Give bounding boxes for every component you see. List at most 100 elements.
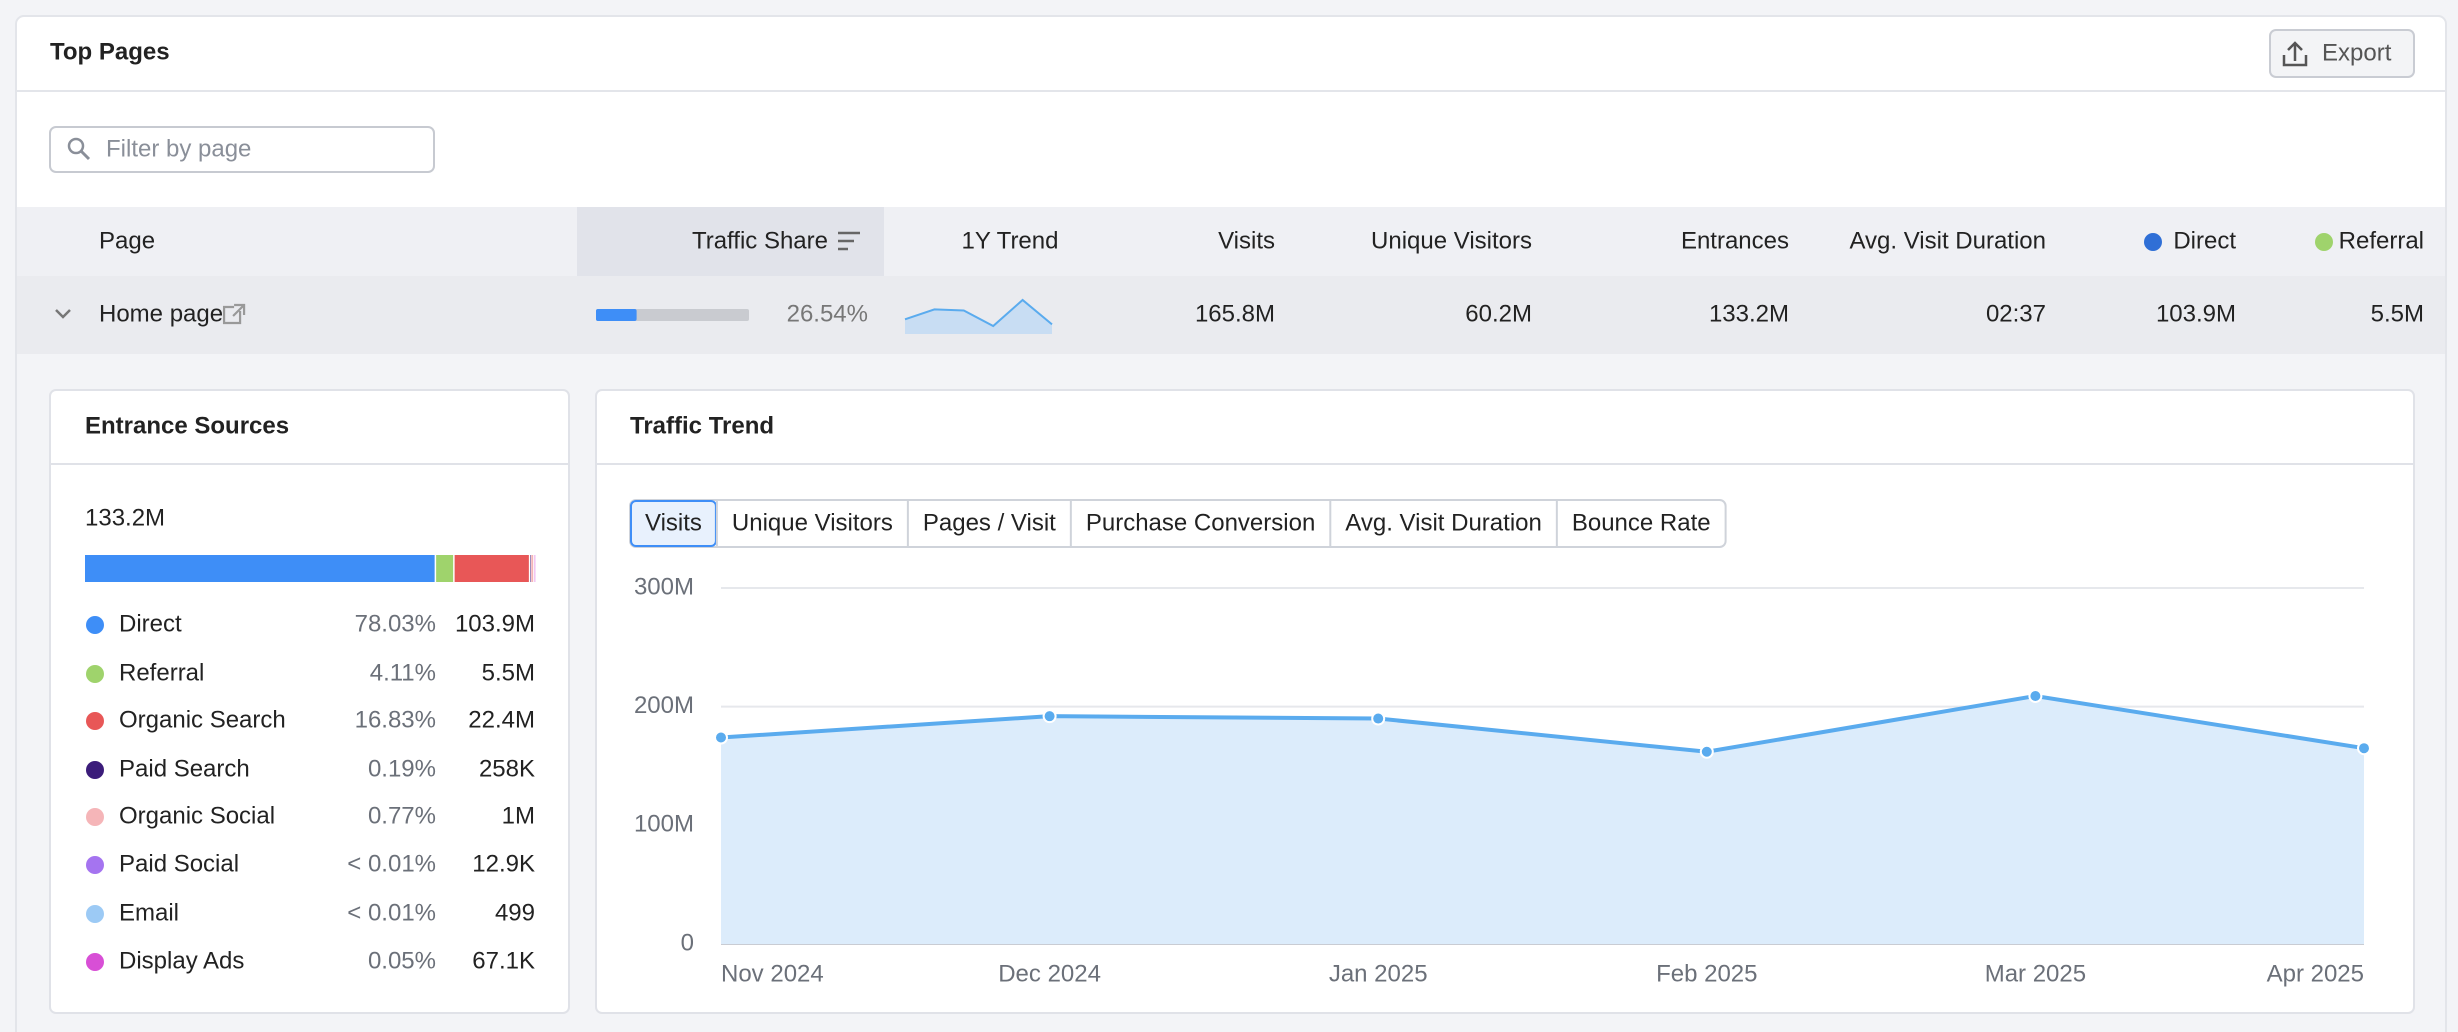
- tab-label[interactable]: Purchase Conversion: [1086, 509, 1315, 536]
- source-share: 16.83%: [355, 706, 436, 733]
- tab-label[interactable]: Unique Visitors: [732, 509, 893, 536]
- source-share: 78.03%: [355, 610, 436, 637]
- source-name: Display Ads: [119, 947, 244, 974]
- card-title: Traffic Trend: [630, 412, 774, 439]
- column-header[interactable]: Entrances: [1681, 227, 1789, 254]
- sorted-column-header: [577, 207, 884, 276]
- column-header[interactable]: Avg. Visit Duration: [1849, 227, 2046, 254]
- source-segment: [530, 555, 531, 582]
- source-value: 67.1K: [472, 947, 535, 974]
- x-tick-label: Jan 2025: [1329, 960, 1428, 987]
- source-dot: [86, 712, 104, 730]
- column-header[interactable]: Visits: [1218, 227, 1275, 254]
- column-header[interactable]: Traffic Share: [692, 227, 828, 254]
- point[interactable]: [2357, 741, 2371, 756]
- source-name: Paid Social: [119, 850, 239, 877]
- x-tick-label: Nov 2024: [721, 960, 824, 987]
- source-value: 22.4M: [468, 706, 535, 733]
- share-bar: [596, 309, 637, 321]
- source-share: < 0.01%: [347, 850, 436, 877]
- page-title: Top Pages: [50, 38, 170, 65]
- column-header[interactable]: Direct: [2173, 227, 2236, 254]
- y-tick-label: 100M: [634, 811, 694, 838]
- tab-label[interactable]: Pages / Visit: [923, 509, 1056, 536]
- filter-placeholder[interactable]: Filter by page: [106, 135, 251, 162]
- source-value: 5.5M: [482, 659, 535, 686]
- export-button[interactable]: Export: [2269, 29, 2415, 78]
- area: [721, 695, 2364, 944]
- source-share: 0.19%: [368, 755, 436, 782]
- tab-label[interactable]: Visits: [645, 509, 702, 536]
- column-header[interactable]: Unique Visitors: [1371, 227, 1532, 254]
- column-header[interactable]: Referral: [2339, 227, 2424, 254]
- source-name: Organic Social: [119, 802, 275, 829]
- entrance-card: [49, 389, 570, 1014]
- export-icon: [2282, 41, 2308, 67]
- sparkline-area: [905, 300, 1052, 334]
- source-dot: [86, 665, 104, 683]
- source-name: Organic Search: [119, 706, 286, 733]
- x-tick-label: Apr 2025: [2267, 960, 2364, 987]
- column-header[interactable]: Page: [99, 227, 155, 254]
- source-dot: [86, 761, 104, 779]
- source-name: Email: [119, 899, 179, 926]
- y-tick-label: 300M: [634, 573, 694, 600]
- cell-value: 103.9M: [2156, 300, 2236, 327]
- source-segment: [85, 555, 435, 582]
- tab-label[interactable]: Avg. Visit Duration: [1345, 509, 1542, 536]
- tab-label[interactable]: Bounce Rate: [1572, 509, 1711, 536]
- source-value: 258K: [479, 755, 535, 782]
- source-share: 0.05%: [368, 947, 436, 974]
- filter-input[interactable]: Filter by page: [49, 126, 435, 173]
- source-segment: [531, 555, 534, 582]
- source-name: Direct: [119, 610, 182, 637]
- page-name[interactable]: Home page: [99, 300, 223, 327]
- cell-value: 60.2M: [1465, 300, 1532, 327]
- source-dot: [86, 616, 104, 634]
- source-dot: [86, 808, 104, 826]
- x-tick-label: Mar 2025: [1985, 960, 2086, 987]
- point[interactable]: [1371, 711, 1386, 726]
- point[interactable]: [714, 730, 728, 745]
- table-header: [17, 207, 2445, 276]
- expand-chevron[interactable]: [55, 309, 71, 319]
- cell-value: 165.8M: [1195, 300, 1275, 327]
- source-segment: [454, 555, 529, 582]
- source-dot: [86, 953, 104, 971]
- source-name: Paid Search: [119, 755, 250, 782]
- x-tick-label: Feb 2025: [1656, 960, 1757, 987]
- card-title: Entrance Sources: [85, 412, 289, 439]
- y-tick-label: 200M: [634, 692, 694, 719]
- point[interactable]: [1699, 744, 1714, 759]
- legend-dot: [2315, 233, 2333, 251]
- source-share: < 0.01%: [347, 899, 436, 926]
- cell-value: 5.5M: [2371, 300, 2424, 327]
- source-name: Referral: [119, 659, 204, 686]
- sparkline: [904, 298, 1053, 328]
- legend-dot: [2144, 233, 2162, 251]
- column-header[interactable]: 1Y Trend: [962, 227, 1059, 254]
- sort-icon[interactable]: [838, 231, 860, 251]
- source-segment: [534, 555, 536, 582]
- search-icon: [67, 137, 85, 155]
- filter-box[interactable]: [49, 126, 435, 173]
- source-segment: [436, 555, 454, 582]
- x-tick-label: Dec 2024: [998, 960, 1101, 987]
- source-dot: [86, 856, 104, 874]
- entrance-total: 133.2M: [85, 504, 165, 531]
- export-label[interactable]: Export: [2322, 39, 2392, 66]
- source-value: 103.9M: [455, 610, 535, 637]
- source-value: 1M: [502, 802, 535, 829]
- point[interactable]: [2028, 688, 2043, 703]
- external-link-icon[interactable]: [222, 303, 246, 325]
- share-label: 26.54%: [787, 300, 868, 327]
- table-row[interactable]: [17, 276, 2445, 354]
- point[interactable]: [1042, 709, 1057, 724]
- source-share: 0.77%: [368, 802, 436, 829]
- source-share: 4.11%: [370, 659, 436, 686]
- line: [720, 693, 2365, 754]
- source-value: 12.9K: [472, 850, 535, 877]
- source-value: 499: [495, 899, 535, 926]
